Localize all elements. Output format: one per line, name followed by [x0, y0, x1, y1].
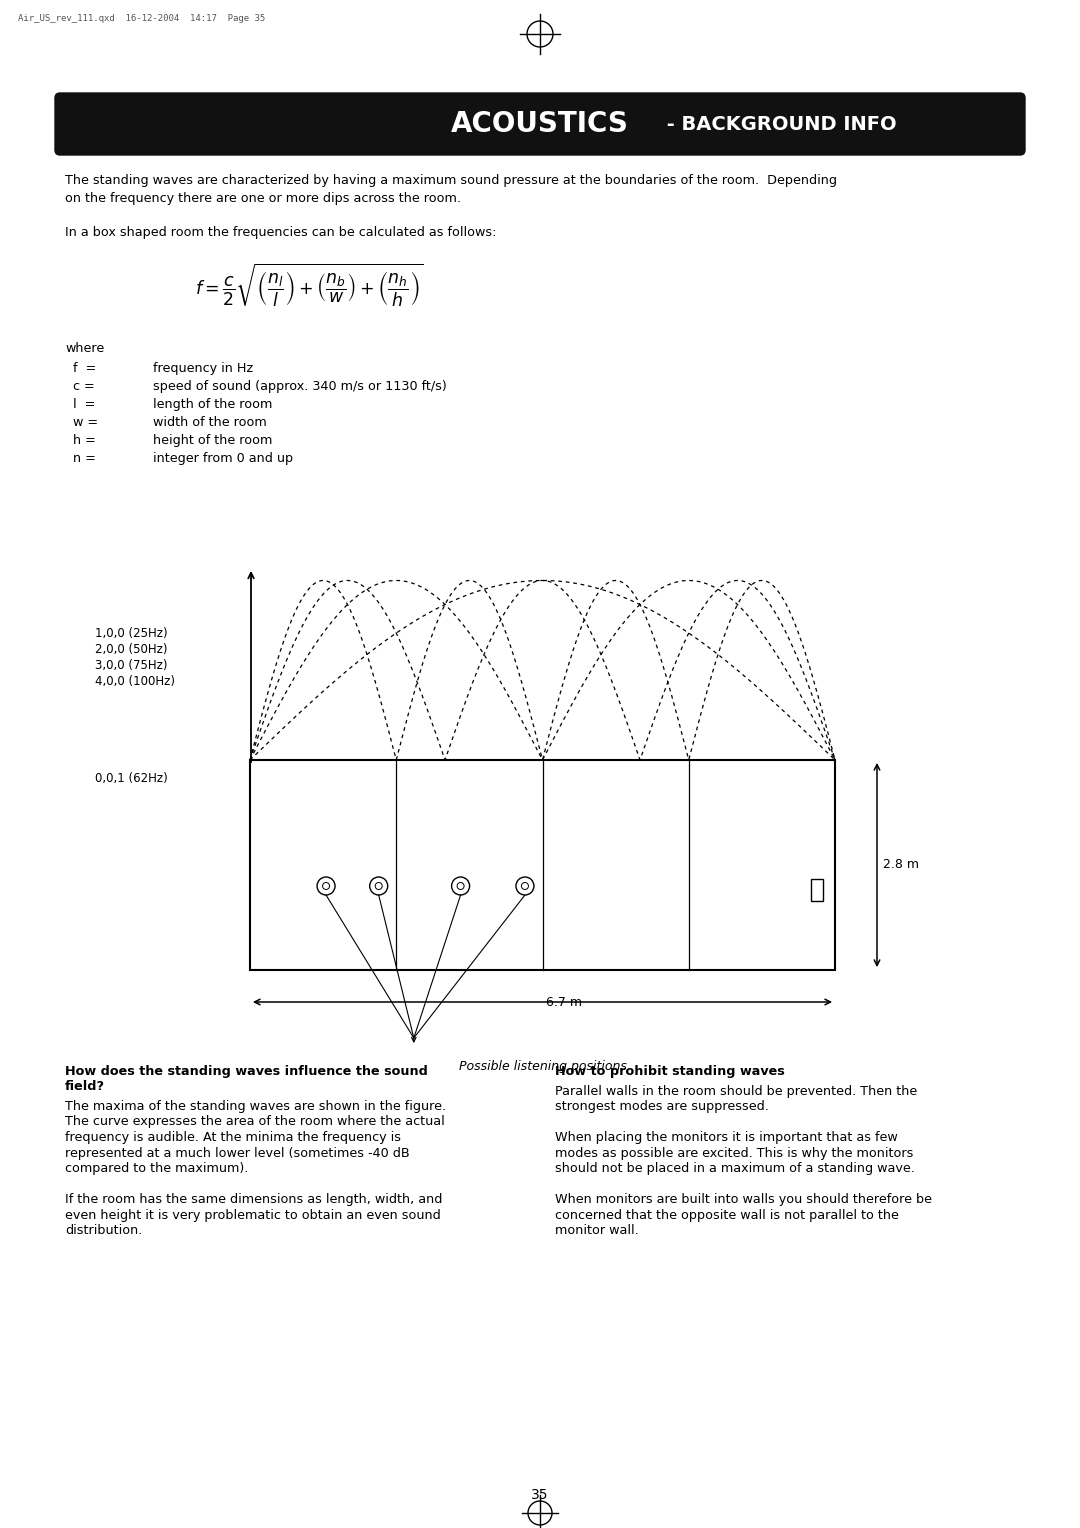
Bar	[249, 759, 835, 970]
Text: integer from 0 and up: integer from 0 and up	[153, 452, 293, 465]
Text: If the room has the same dimensions as length, width, and: If the room has the same dimensions as l…	[65, 1193, 443, 1206]
Text: frequency is audible. At the minima the frequency is: frequency is audible. At the minima the …	[65, 1131, 401, 1144]
Text: ACOUSTICS: ACOUSTICS	[451, 110, 629, 138]
Bar	[811, 879, 823, 902]
Text: When placing the monitors it is important that as few: When placing the monitors it is importan…	[555, 1131, 897, 1144]
Text: width of the room: width of the room	[153, 416, 267, 429]
Text: f  =: f =	[73, 362, 96, 374]
Text: 3,0,0 (75Hz): 3,0,0 (75Hz)	[95, 659, 167, 672]
Text: 35: 35	[531, 1488, 549, 1502]
Text: In a box shaped room the frequencies can be calculated as follows:: In a box shaped room the frequencies can…	[65, 226, 497, 238]
Text: How to prohibit standing waves: How to prohibit standing waves	[555, 1065, 785, 1077]
Text: w =: w =	[73, 416, 98, 429]
Text: When monitors are built into walls you should therefore be: When monitors are built into walls you s…	[555, 1193, 932, 1206]
Text: speed of sound (approx. 340 m/s or 1130 ft/s): speed of sound (approx. 340 m/s or 1130 …	[153, 380, 447, 393]
Text: concerned that the opposite wall is not parallel to the: concerned that the opposite wall is not …	[555, 1209, 899, 1221]
Text: 0,0,1 (62Hz): 0,0,1 (62Hz)	[95, 772, 167, 785]
Text: Air_US_rev_111.qxd  16-12-2004  14:17  Page 35: Air_US_rev_111.qxd 16-12-2004 14:17 Page…	[18, 14, 266, 23]
Text: even height it is very problematic to obtain an even sound: even height it is very problematic to ob…	[65, 1209, 441, 1221]
Text: length of the room: length of the room	[153, 397, 272, 411]
Text: distribution.: distribution.	[65, 1224, 143, 1238]
Text: Possible listening positions: Possible listening positions	[459, 1060, 626, 1073]
Text: c =: c =	[73, 380, 95, 393]
Text: The maxima of the standing waves are shown in the figure.: The maxima of the standing waves are sho…	[65, 1100, 446, 1112]
Text: monitor wall.: monitor wall.	[555, 1224, 638, 1238]
Text: Parallel walls in the room should be prevented. Then the: Parallel walls in the room should be pre…	[555, 1085, 917, 1097]
Text: modes as possible are excited. This is why the monitors: modes as possible are excited. This is w…	[555, 1146, 914, 1160]
Text: 1,0,0 (25Hz): 1,0,0 (25Hz)	[95, 626, 167, 640]
Text: 6.7 m: 6.7 m	[534, 996, 581, 1008]
Text: on the frequency there are one or more dips across the room.: on the frequency there are one or more d…	[65, 193, 461, 205]
Text: field?: field?	[65, 1080, 105, 1094]
Text: - BACKGROUND INFO: - BACKGROUND INFO	[660, 115, 896, 133]
Text: frequency in Hz: frequency in Hz	[153, 362, 253, 374]
Text: h =: h =	[73, 434, 96, 448]
Text: height of the room: height of the room	[153, 434, 272, 448]
Text: strongest modes are suppressed.: strongest modes are suppressed.	[555, 1100, 769, 1112]
Text: The standing waves are characterized by having a maximum sound pressure at the b: The standing waves are characterized by …	[65, 174, 837, 186]
Text: should not be placed in a maximum of a standing wave.: should not be placed in a maximum of a s…	[555, 1161, 915, 1175]
Text: n =: n =	[73, 452, 96, 465]
Text: How does the standing waves influence the sound: How does the standing waves influence th…	[65, 1065, 428, 1077]
Text: 4,0,0 (100Hz): 4,0,0 (100Hz)	[95, 675, 175, 688]
Text: represented at a much lower level (sometimes -40 dB: represented at a much lower level (somet…	[65, 1146, 409, 1160]
Text: 2.8 m: 2.8 m	[883, 859, 919, 871]
Text: The curve expresses the area of the room where the actual: The curve expresses the area of the room…	[65, 1115, 445, 1129]
FancyBboxPatch shape	[55, 93, 1025, 154]
Text: where: where	[65, 342, 105, 354]
Text: compared to the maximum).: compared to the maximum).	[65, 1161, 248, 1175]
Text: 2,0,0 (50Hz): 2,0,0 (50Hz)	[95, 643, 167, 656]
Text: $f = \dfrac{c}{2}\sqrt{\left(\dfrac{n_l}{l}\right)+\left(\dfrac{n_b}{w}\right)+\: $f = \dfrac{c}{2}\sqrt{\left(\dfrac{n_l}…	[195, 261, 424, 309]
Text: l  =: l =	[73, 397, 95, 411]
